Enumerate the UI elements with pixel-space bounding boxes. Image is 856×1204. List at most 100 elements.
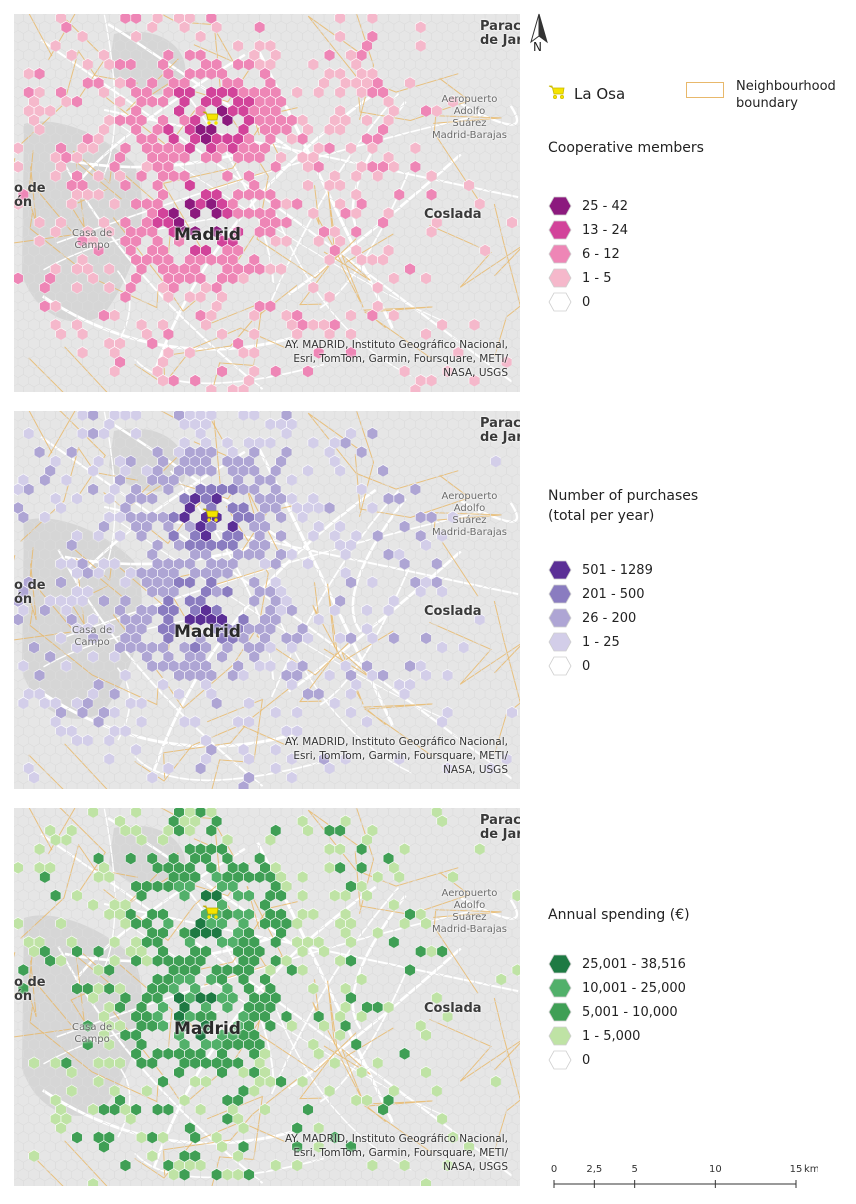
hex-cell	[495, 594, 507, 608]
hex-cell	[436, 151, 448, 164]
hex-cell	[372, 889, 384, 903]
hex-cell	[474, 706, 486, 720]
hex-cell	[495, 861, 507, 875]
hex-cell	[458, 76, 470, 90]
hex-cell	[33, 123, 46, 137]
hex-cell	[500, 945, 513, 958]
hex-cell	[92, 566, 105, 580]
hex-cell	[441, 271, 454, 285]
hex-cell	[173, 761, 185, 775]
hex-cell	[14, 411, 24, 422]
hex-cell	[23, 309, 35, 323]
hex-cell	[398, 216, 411, 230]
hex-cell	[366, 972, 378, 986]
hex-cell	[312, 85, 325, 99]
hex-cell	[135, 169, 148, 183]
hex-cell	[366, 668, 379, 682]
hex-cell	[474, 464, 486, 478]
hex-cell	[329, 696, 341, 710]
hex-cell	[468, 678, 481, 692]
hex-cell	[189, 715, 201, 729]
hex-cell	[194, 14, 207, 25]
hex-cell	[14, 879, 24, 893]
hex-cell	[436, 814, 448, 828]
hex-cell	[334, 30, 346, 44]
hex-cell	[49, 299, 62, 313]
hex-cell	[259, 557, 271, 571]
hex-cell	[458, 151, 470, 164]
hex-cell	[286, 814, 298, 828]
hex-cell	[44, 383, 56, 392]
hex-cell	[420, 290, 432, 304]
hex-cell	[511, 963, 520, 977]
hex-cell	[237, 824, 250, 838]
hex-cell	[452, 411, 464, 422]
hex-cell	[275, 262, 287, 276]
hex-cell	[474, 538, 486, 552]
hex-cell	[511, 299, 520, 313]
hex-cell	[474, 67, 486, 81]
hex-cell	[490, 262, 502, 276]
hex-cell	[388, 575, 400, 589]
hex-cell	[66, 780, 78, 789]
hex-cell	[511, 169, 520, 183]
hex-cell	[71, 113, 83, 127]
hex-cell	[71, 907, 83, 921]
hex-cell	[17, 318, 29, 332]
hex-cell	[500, 169, 513, 183]
hex-cell	[87, 991, 99, 1005]
hex-cell	[372, 852, 384, 865]
hex-cell	[425, 852, 438, 865]
hex-cell	[14, 557, 24, 571]
hex-cell	[280, 706, 293, 720]
hex-cell	[318, 889, 330, 903]
hex-cell	[76, 594, 89, 608]
hex-cell	[39, 870, 51, 884]
hex-cell	[420, 687, 432, 701]
hex-cell	[55, 557, 67, 571]
hex-cell	[227, 780, 239, 789]
hex-cell	[377, 954, 389, 968]
hex-cell	[270, 557, 282, 571]
hex-cell	[506, 445, 518, 459]
hex-cell	[468, 76, 481, 90]
hex-cell	[495, 290, 507, 304]
label-paracuellos: Paracuelde Jara	[480, 19, 520, 48]
hex-cell	[323, 178, 336, 192]
hex-cell	[44, 85, 56, 99]
hex-cell	[14, 538, 24, 552]
hex-cell	[447, 225, 459, 239]
hex-cell	[409, 197, 421, 211]
hex-cell	[146, 95, 158, 109]
hex-cell	[409, 411, 421, 422]
hex-cell	[495, 706, 507, 720]
hex-cell	[307, 889, 319, 903]
hex-cell	[458, 318, 470, 332]
hex-cell	[103, 281, 115, 295]
hex-cell	[452, 271, 464, 285]
hex-cell	[431, 687, 443, 701]
hex-cell	[409, 141, 422, 155]
hex-cell	[506, 197, 518, 211]
hex-cell	[431, 557, 443, 571]
hex-cell	[495, 160, 507, 174]
hex-cell	[409, 861, 421, 875]
hex-cell	[76, 364, 89, 378]
hex-cell	[393, 870, 405, 884]
hex-cell	[264, 281, 276, 295]
hex-cell	[33, 411, 46, 422]
hex-cell	[506, 594, 518, 608]
road-line	[287, 947, 462, 1090]
neighbourhood-boundary	[29, 1006, 159, 1103]
hex-cell	[500, 299, 513, 313]
hex-cell	[484, 780, 497, 789]
hex-cell	[14, 364, 24, 378]
hex-cell	[431, 290, 443, 304]
hex-cell	[468, 548, 481, 561]
hex-cell	[76, 780, 89, 789]
hex-cell	[98, 594, 110, 608]
hex-cell	[200, 926, 212, 940]
hex-cell	[356, 780, 368, 789]
hex-cell	[125, 374, 137, 388]
hex-cell	[146, 696, 158, 710]
